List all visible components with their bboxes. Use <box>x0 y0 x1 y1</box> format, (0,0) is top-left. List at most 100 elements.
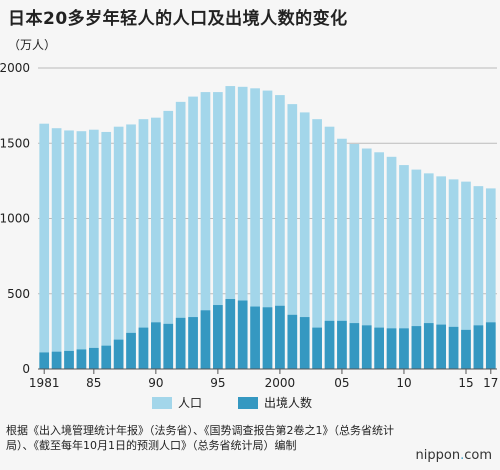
bar-departures <box>76 349 87 369</box>
bar-population <box>485 188 496 369</box>
bar-departures <box>275 305 285 369</box>
bar-population <box>262 90 273 369</box>
source-note: 根据《出入境管理统计年报》（法务省）、《国势调查报告第2卷之1》（总务省统计局）… <box>6 424 394 452</box>
bar-population <box>138 119 149 369</box>
bar-departures <box>88 347 99 369</box>
bar-population <box>175 101 186 370</box>
bar-departures <box>225 299 236 369</box>
brand-logo: nippon.com <box>416 448 492 463</box>
bar-departures <box>163 323 174 369</box>
x-tick-label: 1981 <box>29 376 60 390</box>
bar-departures <box>324 320 335 369</box>
bar-departures <box>374 327 384 369</box>
bar-population <box>299 112 310 370</box>
bar-departures <box>250 306 260 369</box>
bar-population <box>39 123 50 369</box>
bar-population <box>237 86 248 369</box>
bar-population <box>324 126 335 369</box>
y-tick-label: 500 <box>7 287 30 301</box>
bar-departures <box>237 300 248 369</box>
bar-departures <box>473 325 484 369</box>
y-tick-label: 1000 <box>0 212 30 226</box>
bar-population <box>312 119 322 369</box>
legend-swatch-departures <box>238 396 259 409</box>
legend-label-population: 人口 <box>178 396 203 410</box>
bar-population <box>287 104 298 370</box>
bar-population <box>349 144 360 369</box>
bar-population <box>101 131 112 369</box>
bar-departures <box>200 310 211 369</box>
x-tick-label: 90 <box>148 376 163 390</box>
bar-population <box>448 179 459 369</box>
bar-population <box>200 92 211 369</box>
y-tick-label: 1500 <box>0 136 30 150</box>
bar-departures <box>213 305 223 369</box>
bar-population <box>113 126 124 369</box>
bar-population <box>411 169 422 369</box>
bar-departures <box>436 324 447 369</box>
bar-population <box>399 165 409 369</box>
bar-departures <box>287 314 298 369</box>
bar-departures <box>262 307 273 369</box>
legend-label-departures: 出境人数 <box>264 396 313 410</box>
bar-population <box>337 138 347 369</box>
bar-departures <box>461 329 471 369</box>
brand-dot: . <box>460 448 465 463</box>
y-tick-label: 2000 <box>0 61 30 75</box>
bar-population <box>461 181 471 369</box>
bar-departures <box>113 339 124 369</box>
bar-population <box>151 117 161 369</box>
bar-population <box>436 176 447 369</box>
bar-population <box>386 156 397 369</box>
bar-population <box>76 131 87 369</box>
bar-population <box>126 124 136 369</box>
chart-title: 日本20多岁年轻人的人口及出境人数的变化 <box>8 9 348 29</box>
bar-population <box>250 88 260 369</box>
bar-departures <box>361 325 372 369</box>
x-tick-label: 85 <box>86 376 101 390</box>
bar-departures <box>39 352 50 369</box>
x-tick-label: 17 <box>483 376 498 390</box>
y-tick-label: 0 <box>22 362 30 376</box>
bar-chart: 0 500 1000 1500 2000 1981 85 90 95 2000 05 10 15 17 <box>0 61 498 390</box>
bar-population <box>361 148 372 369</box>
bar-departures <box>411 326 422 369</box>
bar-departures <box>138 327 149 369</box>
bar-departures <box>299 317 310 369</box>
x-tick-label: 10 <box>396 376 411 390</box>
bar-population <box>473 186 484 369</box>
chart-legend: 人口 出境人数 <box>152 394 340 411</box>
bar-departures <box>312 327 322 369</box>
bar-departures <box>188 317 198 369</box>
bar-departures <box>386 328 397 369</box>
bar-population <box>225 86 236 369</box>
bar-departures <box>51 351 62 369</box>
bar-departures <box>101 345 112 369</box>
legend-swatch-population <box>152 396 172 409</box>
bar-departures <box>485 322 496 369</box>
bar-population <box>88 129 99 369</box>
bar-population <box>423 173 434 369</box>
bar-departures <box>423 323 434 369</box>
bar-departures <box>399 328 409 369</box>
bar-departures <box>151 322 161 369</box>
legend-item-departures: 出境人数 <box>238 394 312 411</box>
bar-population <box>64 130 74 369</box>
x-tick-label: 95 <box>210 376 225 390</box>
y-axis-unit-label: （万人） <box>8 38 57 52</box>
bar-population <box>51 128 62 369</box>
brand-tld: com <box>464 448 492 463</box>
x-tick-label: 05 <box>334 376 349 390</box>
bar-population <box>163 110 174 369</box>
legend-item-population: 人口 <box>152 394 202 411</box>
bar-population <box>188 96 198 369</box>
bar-departures <box>349 323 360 369</box>
bar-departures <box>126 332 136 369</box>
bar-population <box>374 152 384 369</box>
brand-main: nippon <box>415 448 461 463</box>
bar-departures <box>337 320 347 369</box>
x-tick-label: 2000 <box>265 376 296 390</box>
bar-departures <box>175 317 186 369</box>
bar-population <box>275 95 285 369</box>
bar-departures <box>64 350 74 369</box>
